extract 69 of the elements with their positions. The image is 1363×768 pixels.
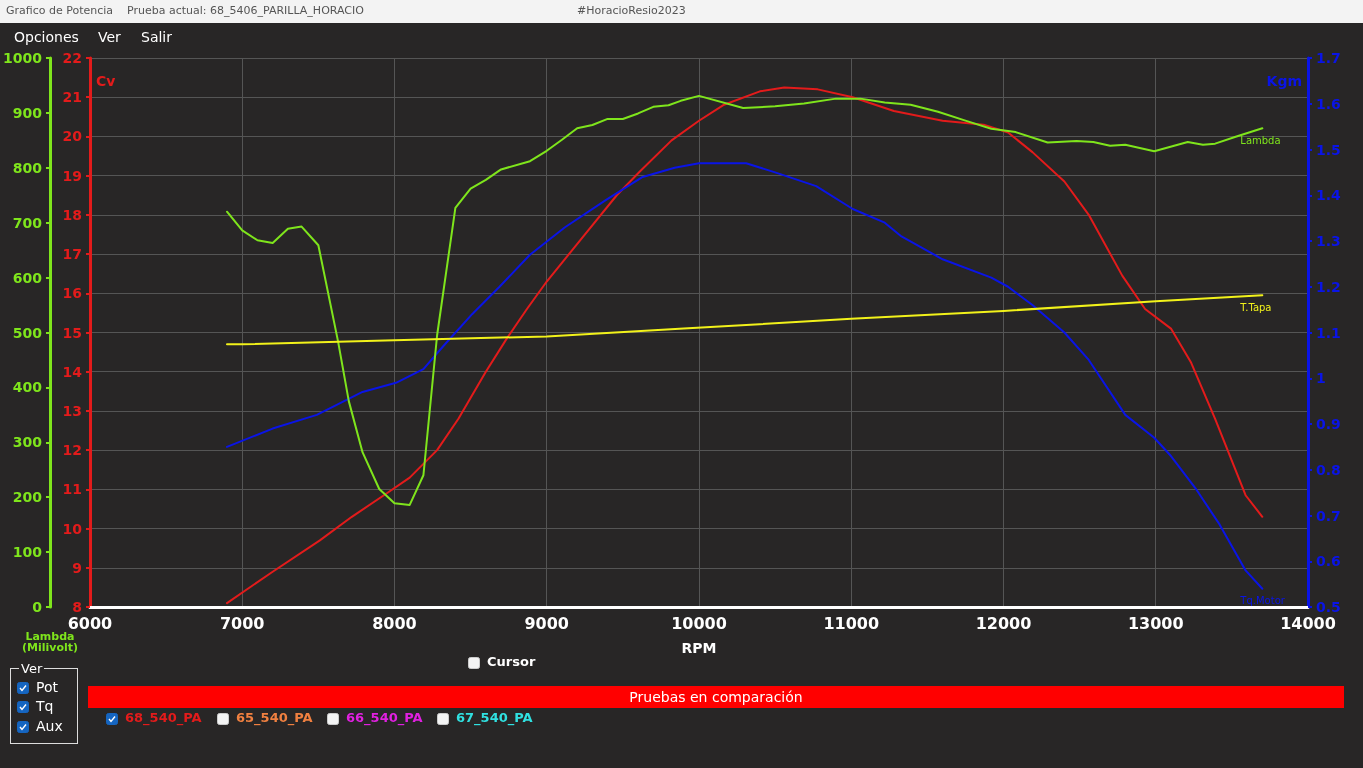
- y2-tick-label: 0.5: [1316, 599, 1341, 615]
- x-tick-label: 12000: [975, 613, 1032, 633]
- y-tick-label: 8: [72, 599, 82, 615]
- y-tick-label: 12: [62, 442, 82, 459]
- y2-tick-label: 1.5: [1316, 141, 1341, 158]
- x-tick-label: 10000: [671, 613, 727, 633]
- y-tick-label: 21: [62, 89, 82, 106]
- y3-tick-label: 100: [12, 544, 43, 561]
- text: Ver: [98, 29, 121, 45]
- text: Opciones: [14, 29, 79, 45]
- text: Ver: [19, 661, 45, 676]
- y3-tick-label: 800: [12, 159, 43, 176]
- text: Pruebas en comparación: [88, 689, 1344, 705]
- x-tick-label: 9000: [524, 613, 569, 633]
- x-tick-label: 14000: [1280, 613, 1336, 633]
- chart-subtitle: Prueba actual: 68_5406_PARILLA_HORACIO: [127, 4, 364, 17]
- y2-tick-label: 0.6: [1316, 553, 1341, 570]
- y2-tick-label: 0.9: [1316, 416, 1341, 432]
- text: Tq: [36, 698, 54, 714]
- y3-tick-label: 1000: [3, 50, 43, 66]
- y2-tick-label: 0.8: [1316, 461, 1341, 478]
- text: Cursor: [487, 654, 536, 669]
- series-label: Lambda: [1240, 134, 1281, 146]
- y2-tick-label: 1.4: [1316, 187, 1342, 204]
- y-tick-label: 15: [62, 324, 82, 341]
- x-tick-label: 8000: [372, 613, 417, 633]
- y-tick-label: 13: [62, 402, 82, 419]
- x-tick-label: 11000: [823, 613, 880, 633]
- text: 68_540_PA: [125, 710, 202, 725]
- y2-tick-label: 1: [1316, 370, 1326, 387]
- x-tick-label: 13000: [1127, 613, 1184, 633]
- text: 65_540_PA: [236, 710, 313, 725]
- y3-tick-label: 0: [32, 599, 43, 615]
- y2-tick-label: 1.6: [1316, 95, 1341, 112]
- text: Salir: [141, 29, 173, 45]
- y-tick-label: 10: [62, 520, 83, 537]
- y-tick-label: 9: [72, 559, 82, 576]
- y3-tick-label: 200: [12, 489, 43, 506]
- y3-tick-label: 600: [12, 269, 43, 286]
- text: #HoracioResio2023: [577, 4, 686, 17]
- y3-tick-label: 300: [12, 434, 43, 451]
- y2-tick-label: 1.3: [1316, 233, 1341, 249]
- y2-tick-label: 1.2: [1316, 278, 1341, 295]
- y-tick-label: 18: [62, 206, 82, 223]
- y-tick-label: 17: [62, 246, 82, 263]
- y-tick-label: 22: [62, 50, 82, 66]
- x-tick-label: 7000: [219, 613, 265, 633]
- x-axis-title: RPM: [681, 640, 717, 656]
- y2-axis-title: Kgm: [1266, 73, 1302, 89]
- chart-title: Grafico de Potencia: [6, 4, 114, 17]
- y2-tick-label: 0.7: [1316, 507, 1341, 524]
- series-label: Tq.Motor: [1239, 595, 1286, 607]
- y3-tick-label: 700: [12, 214, 43, 231]
- y-tick-label: 16: [62, 285, 82, 302]
- y-tick-label: 20: [62, 128, 83, 145]
- y-tick-label: 19: [62, 167, 82, 184]
- y3-tick-label: 500: [12, 324, 43, 341]
- text: Aux: [36, 718, 63, 734]
- text: 66_540_PA: [346, 710, 423, 725]
- y-axis-title: Cv: [95, 73, 116, 89]
- y3-tick-label: 400: [12, 379, 43, 396]
- text: 67_540_PA: [456, 710, 533, 725]
- text: Pot: [36, 679, 58, 695]
- y2-tick-label: 1.7: [1316, 50, 1341, 66]
- series-label: T.Tapa: [1239, 301, 1272, 313]
- y3-tick-label: 900: [12, 104, 43, 121]
- y-tick-label: 11: [62, 481, 82, 498]
- y2-tick-label: 1.1: [1316, 324, 1341, 341]
- y-tick-label: 14: [62, 363, 83, 380]
